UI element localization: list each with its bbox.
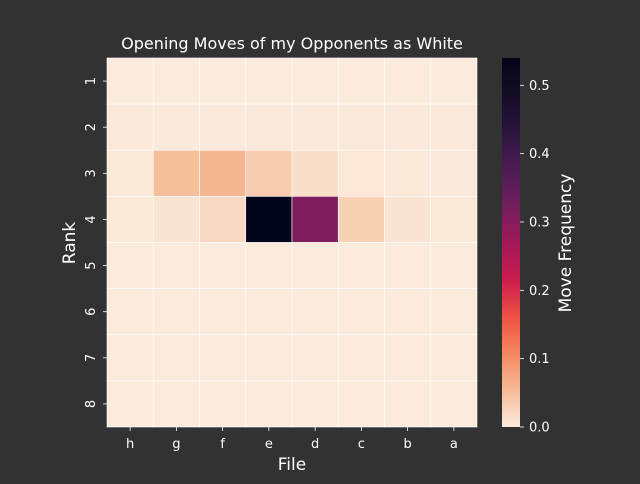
heatmap-cell [245, 149, 293, 197]
heatmap-cell [337, 242, 385, 289]
heatmap-cell [199, 57, 247, 105]
heatmap-cell [152, 149, 200, 197]
x-tick-label: b [403, 437, 411, 452]
colorbar-tick-label: 0.3 [529, 216, 550, 231]
heatmap-cell [152, 196, 200, 243]
y-tick-label: 2 [84, 123, 99, 131]
heatmap-cell [430, 288, 478, 336]
heatmap-cell [430, 334, 478, 382]
y-tick-label: 6 [84, 308, 99, 316]
y-tick-labels: 1 2 3 4 5 6 7 8 [84, 77, 107, 408]
heatmap-cell [152, 103, 200, 151]
heatmap-cell [199, 334, 247, 382]
x-tick-label: a [450, 437, 458, 452]
heatmap-cell [106, 242, 154, 289]
heatmap-cell [245, 288, 293, 336]
y-tick-label: 3 [84, 169, 99, 177]
heatmap-cell [245, 242, 293, 289]
x-tick-label: g [172, 437, 180, 452]
y-tick-label: 5 [84, 261, 99, 269]
colorbar-tick-label: 0.4 [529, 147, 550, 162]
y-tick-label: 1 [84, 77, 99, 85]
heatmap-cell [199, 149, 247, 197]
heatmap-cell [430, 380, 478, 428]
heatmap-cell [291, 334, 339, 382]
heatmap-cell [106, 149, 154, 197]
heatmap-cell [430, 103, 478, 151]
heatmap-cell [384, 103, 432, 151]
heatmap-cell [430, 242, 478, 289]
colorbar-tick-label: 0.5 [529, 79, 550, 94]
heatmap-cell [152, 57, 200, 105]
heatmap-cell [337, 103, 385, 151]
heatmap-cell [291, 57, 339, 105]
heatmap-cell [106, 196, 154, 243]
colorbar-ticks: 0.0 0.1 0.2 0.3 0.4 0.5 [520, 79, 550, 436]
heatmap-cell [337, 149, 385, 197]
heatmap-cell [384, 242, 432, 289]
heatmap-cell [152, 288, 200, 336]
colorbar-tick-label: 0.0 [529, 421, 550, 436]
heatmap-cell [430, 196, 478, 243]
colorbar-tick-label: 0.1 [529, 352, 550, 367]
x-axis-label: File [278, 455, 306, 475]
heatmap-cell [337, 380, 385, 428]
chart-title: Opening Moves of my Opponents as White [121, 34, 463, 53]
heatmap-cell [384, 288, 432, 336]
heatmap-cell [199, 103, 247, 151]
x-tick-label: f [220, 437, 225, 452]
heatmap-cell [152, 242, 200, 289]
heatmap-cells [106, 57, 478, 428]
heatmap-cell [337, 288, 385, 336]
heatmap-cell [337, 334, 385, 382]
heatmap-cell [199, 380, 247, 428]
heatmap-cell [384, 149, 432, 197]
x-tick-label: e [265, 437, 273, 452]
heatmap-cell [106, 103, 154, 151]
heatmap-cell [106, 288, 154, 336]
heatmap-cell [245, 334, 293, 382]
heatmap-cell [384, 380, 432, 428]
heatmap-cell [245, 103, 293, 151]
heatmap-cell [430, 57, 478, 105]
heatmap-cell [291, 242, 339, 289]
heatmap-cell [245, 57, 293, 105]
x-tick-label: c [358, 437, 365, 452]
heatmap-cell [384, 334, 432, 382]
heatmap-cell [152, 334, 200, 382]
heatmap-cell [199, 288, 247, 336]
heatmap-cell [291, 196, 339, 243]
heatmap-cell [291, 288, 339, 336]
heatmap-cell [291, 380, 339, 428]
colorbar-label: Move Frequency [556, 174, 576, 313]
y-tick-label: 7 [84, 354, 99, 362]
heatmap-cell [384, 196, 432, 243]
heatmap-cell [199, 196, 247, 243]
heatmap-cell [106, 57, 154, 105]
y-tick-label: 4 [84, 215, 99, 223]
x-tick-label: h [126, 437, 134, 452]
heatmap-cell [106, 334, 154, 382]
colorbar-tick-label: 0.2 [529, 284, 550, 299]
colorbar [502, 58, 520, 427]
heatmap-cell [337, 57, 385, 105]
heatmap-cell [430, 149, 478, 197]
y-tick-label: 8 [84, 400, 99, 408]
heatmap-cell [106, 380, 154, 428]
heatmap-cell [199, 242, 247, 289]
heatmap-cell [152, 380, 200, 428]
heatmap-cell [337, 196, 385, 243]
y-axis-label: Rank [60, 222, 80, 265]
heatmap-cell [291, 103, 339, 151]
heatmap-cell [245, 196, 293, 243]
heatmap-cell [291, 149, 339, 197]
heatmap-cell [245, 380, 293, 428]
heatmap-cell [384, 57, 432, 105]
x-tick-label: d [311, 437, 319, 452]
